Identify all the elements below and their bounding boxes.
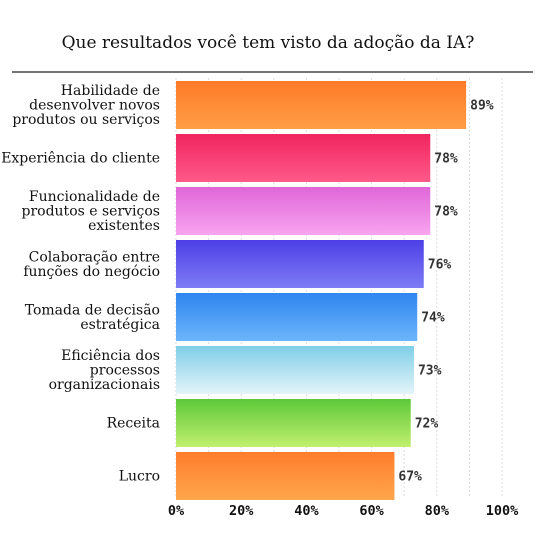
category-label: Colaboração entre [29, 249, 160, 265]
category-label: produtos e serviços [22, 204, 161, 220]
bars [176, 81, 467, 500]
value-label: 73% [418, 364, 442, 379]
tick-label: 100% [486, 503, 519, 519]
category-label: produtos ou serviços [12, 112, 160, 128]
tick-label: 80% [425, 503, 450, 519]
tick-label: 0% [168, 503, 185, 519]
category-label: Lucro [119, 469, 160, 485]
category-label: existentes [88, 218, 160, 234]
tick-label: 40% [294, 503, 319, 519]
bar [176, 452, 395, 500]
bar [176, 399, 411, 447]
category-label: funções do negócio [23, 264, 160, 280]
bar [176, 293, 418, 341]
chart-title: Que resultados você tem visto da adoção … [62, 33, 475, 53]
value-label: 74% [421, 311, 445, 326]
category-label: Receita [107, 416, 160, 432]
category-label: Habilidade de [61, 83, 160, 99]
category-label: Experiência do cliente [1, 151, 160, 167]
value-label: 78% [434, 152, 458, 167]
value-labels: 89% 78% 78% 76% 74% 73% 72% 67% [398, 99, 493, 485]
bar [176, 240, 424, 288]
value-label: 67% [398, 470, 422, 485]
bar [176, 346, 414, 394]
category-label: Funcionalidade de [29, 189, 160, 205]
x-axis-ticks: 0% 20% 40% 60% 80% 100% [168, 503, 519, 519]
tick-label: 60% [359, 503, 384, 519]
category-label: Eficiência dos [61, 348, 160, 364]
category-label: estratégica [80, 317, 160, 333]
bar [176, 81, 467, 129]
bar [176, 134, 431, 182]
value-label: 72% [415, 417, 439, 432]
value-label: 76% [428, 258, 452, 273]
category-label: Tomada de decisão [25, 302, 160, 318]
bar [176, 187, 431, 235]
tick-label: 20% [229, 503, 254, 519]
category-label: organizacionais [49, 377, 160, 393]
value-label: 89% [470, 99, 494, 114]
category-label: processos [90, 363, 160, 379]
value-label: 78% [434, 205, 458, 220]
category-label: desenvolver novos [29, 98, 160, 114]
